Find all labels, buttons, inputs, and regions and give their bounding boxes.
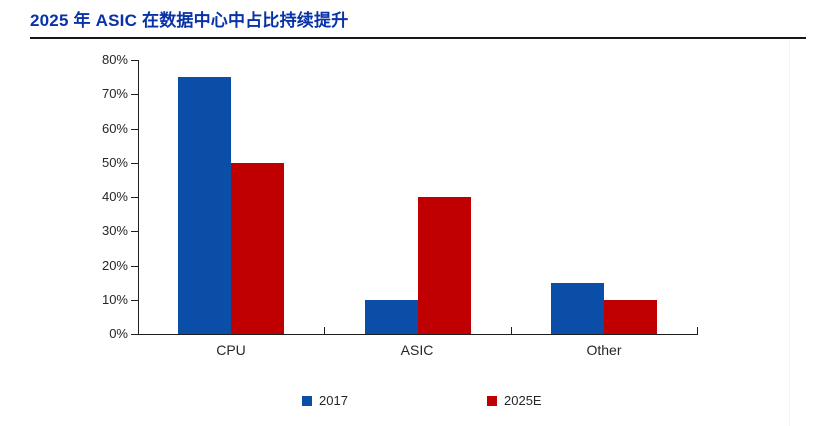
bar-2017-asic — [365, 300, 418, 334]
legend-item-2017: 2017 — [302, 393, 348, 409]
y-tick-label: 20% — [101, 258, 128, 273]
y-tick — [131, 129, 138, 130]
bar-2025e-cpu — [231, 163, 284, 334]
y-tick-label: 80% — [101, 52, 128, 67]
y-tick — [131, 94, 138, 95]
legend-label-2025e: 2025E — [504, 393, 542, 408]
x-category-label: Other — [586, 342, 622, 358]
x-category-label: CPU — [216, 342, 246, 358]
y-tick-label: 0% — [109, 326, 128, 341]
title-underline — [30, 37, 806, 39]
x-tick — [511, 327, 512, 334]
legend-item-2025e: 2025E — [487, 393, 542, 409]
page-edge-line — [789, 40, 790, 426]
x-tick — [697, 327, 698, 334]
bar-2017-cpu — [178, 77, 231, 334]
y-tick — [131, 197, 138, 198]
x-axis-line — [138, 334, 698, 335]
figure-title: 2025 年 ASIC 在数据中心中占比持续提升 — [30, 11, 349, 30]
y-tick — [131, 334, 138, 335]
y-tick-label: 30% — [101, 223, 128, 238]
y-tick-label: 10% — [101, 292, 128, 307]
y-tick — [131, 60, 138, 61]
legend-swatch-2025e-icon — [487, 396, 497, 406]
y-tick — [131, 266, 138, 267]
y-tick-label: 40% — [101, 189, 128, 204]
y-tick — [131, 231, 138, 232]
legend-swatch-2017-icon — [302, 396, 312, 406]
bar-2017-other — [551, 283, 604, 334]
y-tick-label: 60% — [101, 121, 128, 136]
x-tick — [324, 327, 325, 334]
y-tick — [131, 163, 138, 164]
x-category-label: ASIC — [400, 342, 434, 358]
legend-label-2017: 2017 — [319, 393, 348, 408]
y-tick-label: 50% — [101, 155, 128, 170]
y-tick — [131, 300, 138, 301]
bar-2025e-asic — [418, 197, 471, 334]
y-axis-line — [138, 60, 139, 335]
bar-2025e-other — [604, 300, 657, 334]
y-tick-label: 70% — [101, 86, 128, 101]
